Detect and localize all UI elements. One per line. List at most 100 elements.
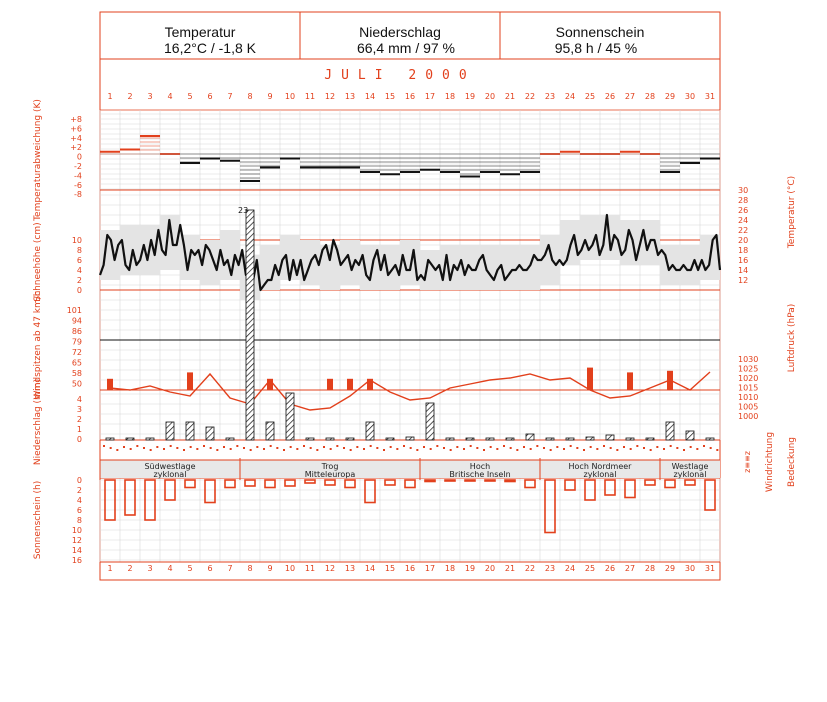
sunshine-bar (584, 479, 596, 501)
pressure-tick: 1005 (738, 403, 758, 412)
day-label: 26 (605, 92, 615, 101)
temperature-line (98, 213, 722, 292)
wind-tick: 86 (72, 327, 82, 336)
wind-gust-bar (107, 378, 113, 390)
precip-bar (245, 209, 255, 441)
wind-direction-mark (103, 445, 105, 447)
wind-tick: 50 (72, 380, 82, 389)
day-label: 1 (107, 564, 112, 573)
wind-gust-bar (347, 378, 353, 390)
temp-range-band (680, 245, 700, 285)
wind-direction-mark (183, 449, 185, 451)
wind-direction-mark (356, 446, 359, 448)
temp-anomaly-panel (100, 135, 720, 182)
wind-direction-mark (123, 446, 125, 448)
pressure-line (109, 371, 711, 411)
day-label: 8 (247, 92, 252, 101)
weather-type-label: Südwestlage (144, 462, 195, 471)
wind-direction-mark (216, 449, 219, 451)
day-label: 18 (445, 564, 455, 573)
day-label: 7 (227, 92, 232, 101)
wind-direction-mark (289, 446, 292, 448)
weather-type-sublabel: Britische Inseln (449, 470, 510, 479)
wind-direction-mark (563, 448, 565, 450)
temp-range-band (320, 245, 340, 290)
day-label: 8 (247, 564, 252, 573)
wind-direction-mark (589, 446, 592, 448)
wind-direction-mark (509, 447, 512, 449)
wind-direction-mark (623, 446, 625, 448)
precipitation-summary: 66,4 mm / 97 % (357, 40, 455, 56)
sunshine-bar (424, 479, 436, 483)
precip-bar (305, 437, 315, 441)
wind-direction-mark (443, 447, 445, 449)
day-label: 9 (267, 92, 272, 101)
sunshine-bar (104, 479, 116, 521)
temperature-axis-title: Temperatur (°C) (787, 176, 797, 249)
temp-range-band (220, 230, 240, 280)
wind-direction-mark (476, 447, 479, 449)
temperature-tick: 16 (738, 256, 748, 265)
sunshine-bar (184, 479, 196, 489)
wind-direction-mark (643, 447, 645, 449)
tick-labels: +8+6+4+20-2-4-6-8 30282624222018161412108… (67, 115, 759, 565)
day-label: 17 (425, 564, 435, 573)
anomaly-tick: -2 (74, 162, 82, 171)
day-label: 29 (665, 564, 675, 573)
sunshine-bar (524, 479, 536, 489)
wind-direction-mark (229, 448, 232, 450)
wind-axis-title: Windspitzen ab 47 km/h (33, 291, 43, 400)
sunshine-tick: 6 (77, 506, 82, 515)
wind-direction-mark (149, 449, 152, 451)
wind-direction-mark (129, 448, 132, 450)
weather-type-label: Trog (321, 462, 339, 471)
day-label: 2 (127, 92, 132, 101)
day-label: 19 (465, 92, 475, 101)
sunshine-bar (304, 479, 316, 484)
sunshine-tick: 14 (72, 546, 82, 555)
sunshine-bar (204, 479, 216, 504)
wind-direction-mark (503, 445, 505, 447)
wind-direction-mark (303, 445, 305, 447)
wind-direction-mark (483, 449, 485, 451)
sunshine-tick: 2 (77, 486, 82, 495)
wind-direction-mark (576, 447, 579, 449)
wind-direction-mark (136, 445, 139, 447)
sunshine-bar (164, 479, 176, 501)
day-label: 7 (227, 564, 232, 573)
day-label: 11 (305, 564, 315, 573)
sunshine-tick: 10 (72, 526, 82, 535)
temp-range-band (420, 250, 440, 290)
wind-direction-mark (256, 446, 259, 448)
pressure-tick: 1015 (738, 384, 758, 393)
precip-bar (125, 437, 135, 441)
sunshine-tick: 0 (77, 476, 82, 485)
weather-type-label: Hoch (470, 462, 490, 471)
day-label: 5 (187, 564, 192, 573)
wind-direction-mark (343, 447, 345, 449)
wind-direction-mark (629, 448, 632, 450)
wind-direction-mark (449, 449, 452, 451)
day-label: 31 (705, 92, 715, 101)
day-label: 25 (585, 564, 595, 573)
day-label: 14 (365, 92, 375, 101)
wind-direction-mark (709, 447, 712, 449)
sunshine-bar (664, 479, 676, 489)
wind-direction-mark (223, 446, 225, 448)
day-label: 22 (525, 92, 535, 101)
sunshine-bar (444, 479, 456, 482)
day-label: 9 (267, 564, 272, 573)
snow-tick: 4 (77, 266, 82, 275)
day-label: 23 (545, 92, 555, 101)
wind-direction-mark (156, 446, 159, 448)
anomaly-tick: +6 (70, 124, 82, 133)
wind-direction-mark (616, 449, 619, 451)
wind-direction-mark (243, 447, 245, 449)
precip-bar (685, 430, 695, 441)
weather-type-bg (100, 460, 720, 478)
precip-tick: 2 (77, 415, 82, 424)
weather-type-label: Hoch Nordmeer (569, 462, 633, 471)
day-label: 20 (485, 92, 495, 101)
sunshine-bar (684, 479, 696, 486)
